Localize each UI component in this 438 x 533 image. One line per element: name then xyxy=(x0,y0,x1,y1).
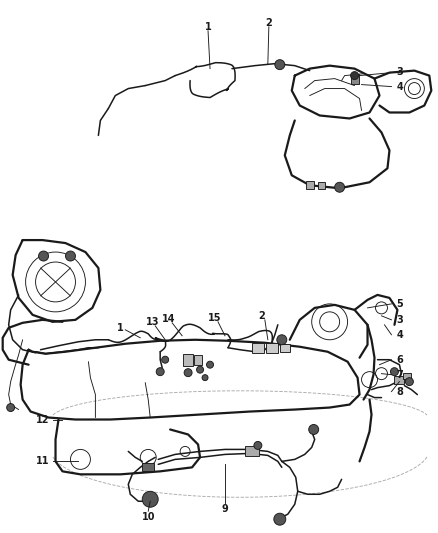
Circle shape xyxy=(309,424,319,434)
Bar xyxy=(252,343,264,353)
Circle shape xyxy=(7,403,14,411)
Text: 13: 13 xyxy=(145,317,159,327)
Circle shape xyxy=(184,369,192,377)
Text: 11: 11 xyxy=(36,456,49,466)
Circle shape xyxy=(142,491,158,507)
Circle shape xyxy=(202,375,208,381)
Bar xyxy=(350,74,359,84)
Text: 3: 3 xyxy=(396,67,403,77)
Circle shape xyxy=(350,71,359,79)
Text: 3: 3 xyxy=(396,315,403,325)
Circle shape xyxy=(66,251,75,261)
Circle shape xyxy=(277,335,287,345)
Text: 6: 6 xyxy=(396,354,403,365)
Circle shape xyxy=(197,366,204,373)
Bar xyxy=(266,343,278,353)
Bar xyxy=(306,181,314,189)
Circle shape xyxy=(406,378,413,385)
Text: 9: 9 xyxy=(222,504,228,514)
Bar xyxy=(318,182,325,189)
Text: 10: 10 xyxy=(141,512,155,522)
Circle shape xyxy=(275,60,285,70)
Text: 7: 7 xyxy=(396,370,403,379)
Text: 15: 15 xyxy=(208,313,222,323)
Text: 2: 2 xyxy=(258,311,265,321)
Bar xyxy=(280,344,290,352)
Circle shape xyxy=(335,182,345,192)
Circle shape xyxy=(162,356,169,363)
Circle shape xyxy=(156,368,164,376)
Circle shape xyxy=(274,513,286,525)
Text: 14: 14 xyxy=(162,314,176,324)
Bar xyxy=(142,463,154,471)
Text: 12: 12 xyxy=(36,415,49,424)
Bar xyxy=(245,447,259,456)
Text: 1: 1 xyxy=(117,323,124,333)
Text: 8: 8 xyxy=(396,386,403,397)
Text: 2: 2 xyxy=(265,18,272,28)
Bar xyxy=(395,376,404,384)
Circle shape xyxy=(207,361,213,368)
Circle shape xyxy=(390,368,399,376)
Text: 5: 5 xyxy=(396,299,403,309)
Bar xyxy=(194,355,202,365)
Bar xyxy=(183,354,193,366)
Text: 4: 4 xyxy=(396,330,403,340)
Circle shape xyxy=(254,441,262,449)
Circle shape xyxy=(39,251,49,261)
Bar xyxy=(403,373,411,378)
Text: 1: 1 xyxy=(205,22,212,32)
Text: 4: 4 xyxy=(396,82,403,92)
